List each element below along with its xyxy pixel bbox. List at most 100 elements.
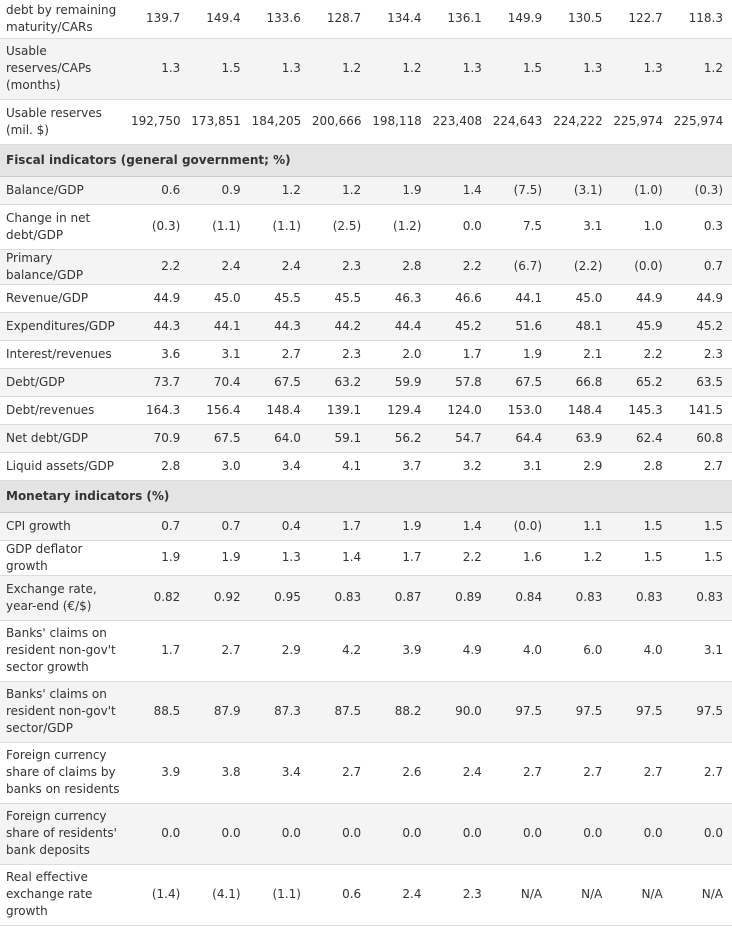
value-cell: (6.7) [490, 249, 552, 285]
value-cell: (1.4) [129, 864, 190, 926]
value-cell: 1.2 [671, 38, 732, 100]
table-row: debt by remaining maturity/CARs 139.7 149.… [0, 0, 732, 39]
value-cell: 0.0 [370, 803, 431, 865]
value-cell: 45.2 [430, 312, 491, 341]
row-label: Balance/GDP [0, 176, 129, 205]
value-cell: 1.9 [189, 540, 250, 576]
value-cell: 44.4 [370, 312, 431, 341]
table-row: Debt/GDP 73.7 70.4 67.5 63.2 59.9 57.8 67.5 66.8… [0, 368, 732, 397]
value-cell: 2.7 [249, 340, 310, 369]
value-cell: 3.1 [671, 620, 732, 682]
value-cell: 2.7 [309, 742, 371, 804]
value-cell: 97.5 [671, 681, 732, 743]
value-cell: 139.1 [309, 396, 371, 425]
value-cell: 0.0 [611, 803, 672, 865]
value-cell: 73.7 [129, 368, 190, 397]
value-cell: 136.1 [430, 0, 491, 39]
row-label: Expenditures/GDP [0, 312, 129, 341]
row-label: Debt/revenues [0, 396, 129, 425]
value-cell: 1.7 [370, 540, 431, 576]
table-row: Banks' claims on resident non-gov't sect… [0, 620, 732, 682]
value-cell: 44.2 [309, 312, 371, 341]
value-cell: 0.6 [309, 864, 371, 926]
value-cell: 3.1 [551, 204, 612, 250]
value-cell: N/A [551, 864, 612, 926]
value-cell: 0.92 [189, 575, 250, 621]
value-cell: 4.0 [490, 620, 552, 682]
value-cell: 129.4 [370, 396, 431, 425]
value-cell: 2.2 [430, 249, 491, 285]
value-cell: 65.2 [611, 368, 672, 397]
value-cell: 2.8 [129, 452, 190, 481]
value-cell: 2.3 [671, 340, 732, 369]
table-row: Primary balance/GDP 2.2 2.4 2.4 2.3 2.8 2.2 (6.… [0, 249, 732, 285]
value-cell: 0.4 [249, 512, 310, 541]
value-cell: 60.8 [671, 424, 732, 453]
value-cell: 87.3 [249, 681, 310, 743]
value-cell: 4.9 [430, 620, 491, 682]
value-cell: 0.87 [370, 575, 431, 621]
value-cell: 1.7 [129, 620, 190, 682]
value-cell: 118.3 [671, 0, 732, 39]
row-label: Usable reserves (mil. $) [0, 99, 129, 145]
value-cell: 2.7 [671, 452, 732, 481]
value-cell: 56.2 [370, 424, 431, 453]
value-cell: 1.3 [249, 38, 310, 100]
value-cell: 0.9 [189, 176, 250, 205]
value-cell: 2.0 [370, 340, 431, 369]
row-label: CPI growth [0, 512, 129, 541]
value-cell: 3.9 [370, 620, 431, 682]
value-cell: 44.9 [671, 284, 732, 313]
value-cell: 45.5 [249, 284, 310, 313]
value-cell: 54.7 [430, 424, 491, 453]
value-cell: 3.7 [370, 452, 431, 481]
value-cell: (0.3) [129, 204, 190, 250]
value-cell: 46.3 [370, 284, 431, 313]
value-cell: 44.3 [129, 312, 190, 341]
value-cell: N/A [671, 864, 732, 926]
value-cell: 224,222 [551, 99, 612, 145]
value-cell: 1.9 [370, 176, 431, 205]
value-cell: 145.3 [611, 396, 672, 425]
value-cell: 225,974 [611, 99, 672, 145]
value-cell: 1.3 [430, 38, 491, 100]
value-cell: 0.83 [551, 575, 612, 621]
value-cell: 149.9 [490, 0, 552, 39]
value-cell: (2.2) [551, 249, 612, 285]
value-cell: (1.1) [189, 204, 250, 250]
value-cell: 200,666 [309, 99, 371, 145]
value-cell: 124.0 [430, 396, 491, 425]
table-row: GDP deflator growth 1.9 1.9 1.3 1.4 1.7 2.2 1.6… [0, 540, 732, 576]
value-cell: 0.83 [611, 575, 672, 621]
value-cell: 0.7 [129, 512, 190, 541]
value-cell: 1.5 [671, 512, 732, 541]
value-cell: 97.5 [490, 681, 552, 743]
value-cell: 44.1 [189, 312, 250, 341]
value-cell: 44.9 [129, 284, 190, 313]
value-cell: 192,750 [129, 99, 190, 145]
value-cell: 1.2 [309, 176, 371, 205]
value-cell: 2.9 [249, 620, 310, 682]
value-cell: 67.5 [490, 368, 552, 397]
row-label: Revenue/GDP [0, 284, 129, 313]
value-cell: 1.3 [129, 38, 190, 100]
value-cell: 0.0 [129, 803, 190, 865]
table-row: Exchange rate, year-end (€/$) 0.82 0.92 0.9… [0, 575, 732, 621]
value-cell: (1.1) [249, 204, 310, 250]
value-cell: 59.1 [309, 424, 371, 453]
value-cell: 0.7 [671, 249, 732, 285]
row-label: Debt/GDP [0, 368, 129, 397]
value-cell: 2.3 [309, 249, 371, 285]
value-cell: 225,974 [671, 99, 732, 145]
table-row: Foreign currency share of claims by bank… [0, 742, 732, 804]
value-cell: 153.0 [490, 396, 552, 425]
table-row: Net debt/GDP 70.9 67.5 64.0 59.1 56.2 54.7 64.4… [0, 424, 732, 453]
section-header-row: Fiscal indicators (general government; %… [0, 143, 732, 177]
table-row: Usable reserves (mil. $) 192,750 173,851 18… [0, 99, 732, 145]
value-cell: 6.0 [551, 620, 612, 682]
value-cell: 63.9 [551, 424, 612, 453]
value-cell: 0.83 [309, 575, 371, 621]
value-cell: (2.5) [309, 204, 371, 250]
value-cell: 45.2 [671, 312, 732, 341]
value-cell: 148.4 [249, 396, 310, 425]
